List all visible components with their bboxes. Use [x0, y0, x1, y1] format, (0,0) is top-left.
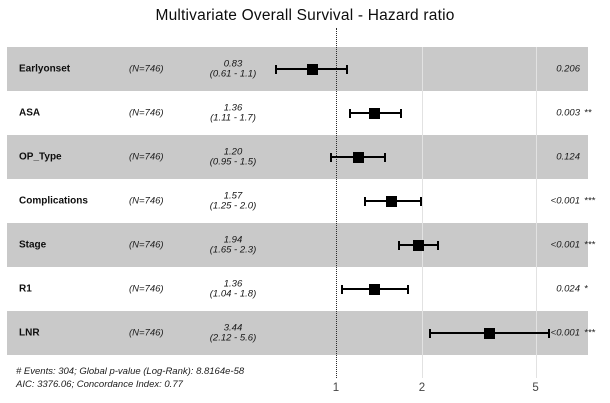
row-estimate: 3.44 (2.12 - 5.6): [176, 322, 290, 343]
plot-rows: Earlyonset (N=746) 0.83 (0.61 - 1.1) 0.2…: [7, 47, 595, 355]
row-n-count: (N=746): [129, 63, 164, 75]
forest-row: Stage (N=746) 1.94 (1.65 - 2.3) <0.001 *…: [7, 223, 595, 267]
ci-cap-high: [437, 240, 440, 250]
ci-cap-low: [348, 108, 351, 118]
hr-value: 1.57: [223, 190, 243, 202]
gridline-2: [422, 47, 423, 378]
row-estimate: 1.94 (1.65 - 2.3): [176, 234, 290, 255]
row-label: Complications: [19, 195, 88, 207]
hr-value: 1.36: [223, 102, 243, 114]
ci-cap-high: [547, 328, 550, 338]
significance-stars: *: [584, 283, 588, 295]
hr-value: 1.20: [223, 146, 243, 158]
row-n-count: (N=746): [129, 283, 164, 295]
p-value: <0.001: [550, 239, 580, 251]
chart-title: Multivariate Overall Survival - Hazard r…: [155, 7, 455, 24]
row-n-count: (N=746): [129, 107, 164, 119]
hr-value: 3.44: [223, 322, 243, 334]
forest-row: Earlyonset (N=746) 0.83 (0.61 - 1.1) 0.2…: [7, 47, 588, 91]
hr-confidence-interval: (1.04 - 1.8): [209, 288, 257, 299]
row-label: Earlyonset: [19, 63, 71, 75]
row-estimate: 1.36 (1.04 - 1.8): [176, 278, 290, 299]
ci-cap-low: [363, 196, 366, 206]
chart-footer: # Events: 304; Global p-value (Log-Rank)…: [16, 365, 244, 391]
hr-confidence-interval: (1.25 - 2.0): [209, 200, 257, 211]
forest-row: ASA (N=746) 1.36 (1.11 - 1.7) 0.003 **: [7, 91, 591, 135]
p-value: 0.124: [556, 151, 580, 163]
hr-marker: [412, 239, 424, 251]
reference-line-hr1: [336, 28, 337, 378]
hr-marker: [307, 63, 319, 75]
hr-confidence-interval: (1.65 - 2.3): [209, 244, 257, 255]
forest-row: OP_Type (N=746) 1.20 (0.95 - 1.5) 0.124: [7, 135, 588, 179]
x-tick-label-1: 1: [332, 382, 340, 394]
p-value: <0.001: [550, 327, 580, 339]
x-tick-label-2: 2: [418, 382, 426, 394]
hr-value: 0.83: [223, 58, 243, 70]
significance-stars: ***: [584, 195, 596, 207]
x-tick-label-5: 5: [532, 382, 539, 394]
hr-confidence-interval: (0.61 - 1.1): [209, 68, 257, 79]
hr-confidence-interval: (1.11 - 1.7): [210, 112, 256, 123]
ci-cap-low: [340, 284, 343, 294]
hr-confidence-interval: (0.95 - 1.5): [209, 156, 257, 167]
row-label: ASA: [19, 107, 41, 119]
row-label: R1: [19, 283, 32, 295]
row-label: Stage: [19, 239, 47, 251]
row-n-count: (N=746): [129, 327, 164, 339]
row-estimate: 1.20 (0.95 - 1.5): [176, 146, 290, 167]
hr-marker: [353, 151, 365, 163]
ci-cap-low: [329, 152, 332, 162]
row-n-count: (N=746): [129, 195, 164, 207]
row-label: OP_Type: [19, 151, 62, 163]
row-label: LNR: [19, 327, 40, 339]
p-value: 0.024: [556, 283, 580, 295]
forest-row: LNR (N=746) 3.44 (2.12 - 5.6) <0.001 ***: [7, 311, 595, 355]
significance-stars: ***: [584, 239, 596, 251]
row-n-count: (N=746): [129, 151, 164, 163]
forest-row: Complications (N=746) 1.57 (1.25 - 2.0) …: [7, 179, 595, 223]
hr-marker: [483, 327, 495, 339]
row-estimate: 1.36 (1.11 - 1.7): [176, 102, 290, 123]
hr-marker: [386, 195, 398, 207]
ci-cap-low: [274, 64, 277, 74]
forest-row: R1 (N=746) 1.36 (1.04 - 1.8) 0.024 *: [7, 267, 588, 311]
ci-cap-high: [399, 108, 402, 118]
p-value: 0.003: [556, 107, 580, 119]
p-value: 0.206: [556, 63, 580, 75]
gridline-5: [536, 47, 537, 378]
row-estimate: 0.83 (0.61 - 1.1): [176, 58, 290, 79]
hr-marker: [368, 283, 380, 295]
hr-value: 1.94: [223, 234, 243, 246]
significance-stars: ***: [584, 327, 596, 339]
ci-cap-high: [384, 152, 387, 162]
hr-marker: [368, 107, 380, 119]
ci-cap-high: [406, 284, 409, 294]
ci-cap-high: [345, 64, 348, 74]
row-n-count: (N=746): [129, 239, 164, 251]
p-value: <0.001: [550, 195, 580, 207]
ci-cap-low: [398, 240, 401, 250]
hr-confidence-interval: (2.12 - 5.6): [209, 332, 257, 343]
ci-cap-low: [429, 328, 432, 338]
significance-stars: **: [584, 107, 592, 119]
footer-events-line: # Events: 304; Global p-value (Log-Rank)…: [16, 366, 245, 377]
ci-cap-high: [419, 196, 422, 206]
footer-aic-line: AIC: 3376.06; Concordance Index: 0.77: [16, 379, 183, 390]
row-estimate: 1.57 (1.25 - 2.0): [176, 190, 290, 211]
hr-value: 1.36: [223, 278, 243, 290]
